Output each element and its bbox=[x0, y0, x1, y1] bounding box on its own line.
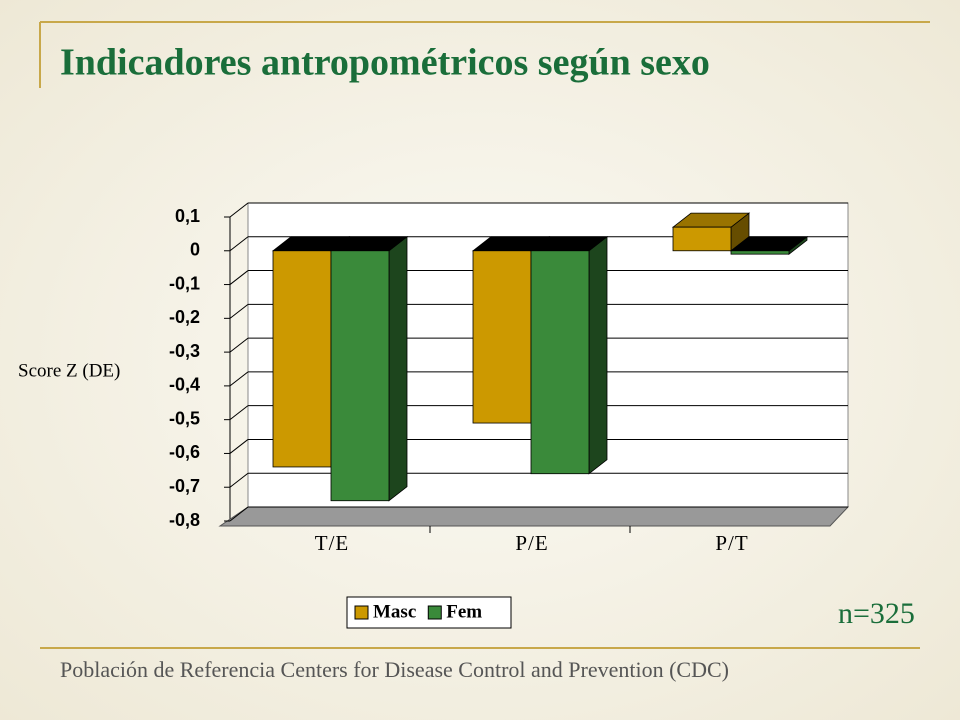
sample-size: n=325 bbox=[838, 597, 915, 630]
bar bbox=[530, 250, 590, 475]
legend-swatch bbox=[354, 605, 369, 620]
slide-title: Indicadores antropométricos según sexo bbox=[60, 42, 710, 84]
x-tick-label: T/E bbox=[315, 531, 350, 555]
bar-side bbox=[588, 235, 608, 475]
grid-line bbox=[229, 472, 249, 488]
legend-swatch bbox=[427, 605, 442, 620]
grid-line bbox=[229, 270, 249, 285]
grid-line bbox=[229, 506, 249, 522]
chart: 0,1 0 -0,1 -0,2 -0,3 -0,4 -0,5 -0,6 -0,7 -0,8 T/E P… bbox=[169, 202, 850, 629]
footer: Población de Referencia Centers for Dise… bbox=[60, 657, 729, 682]
y-tick-label: -0,4 bbox=[169, 375, 200, 395]
grid-line bbox=[229, 405, 249, 421]
legend-label: Masc bbox=[373, 601, 416, 622]
y-tick-label: 0,1 bbox=[175, 206, 200, 226]
grid-line bbox=[229, 303, 249, 319]
bar bbox=[330, 250, 390, 502]
grid-line bbox=[229, 202, 249, 218]
plot-floor bbox=[218, 506, 850, 527]
y-tick-label: -0,6 bbox=[169, 442, 200, 462]
bar bbox=[472, 250, 532, 424]
y-tick-label: -0,5 bbox=[169, 408, 200, 428]
grid-line bbox=[229, 371, 249, 387]
y-axis-label: Score Z (DE) bbox=[18, 360, 120, 381]
y-tick-label: -0,2 bbox=[169, 307, 200, 327]
y-tick-label: -0,7 bbox=[169, 476, 200, 496]
legend-label: Fem bbox=[446, 601, 482, 622]
bar bbox=[730, 250, 790, 255]
grid-line bbox=[229, 337, 249, 353]
y-tick-label: -0,1 bbox=[169, 273, 200, 293]
x-tick-label: P/E bbox=[515, 531, 548, 555]
x-tick-label: P/T bbox=[715, 531, 748, 555]
bar-side bbox=[388, 235, 408, 502]
y-tick-label: 0 bbox=[190, 240, 200, 260]
bar bbox=[672, 226, 732, 252]
y-tick-label: -0,3 bbox=[169, 341, 200, 361]
bar bbox=[272, 250, 332, 468]
grid-line bbox=[229, 236, 249, 252]
y-tick-label: -0,8 bbox=[169, 510, 200, 530]
grid-line bbox=[229, 439, 249, 454]
